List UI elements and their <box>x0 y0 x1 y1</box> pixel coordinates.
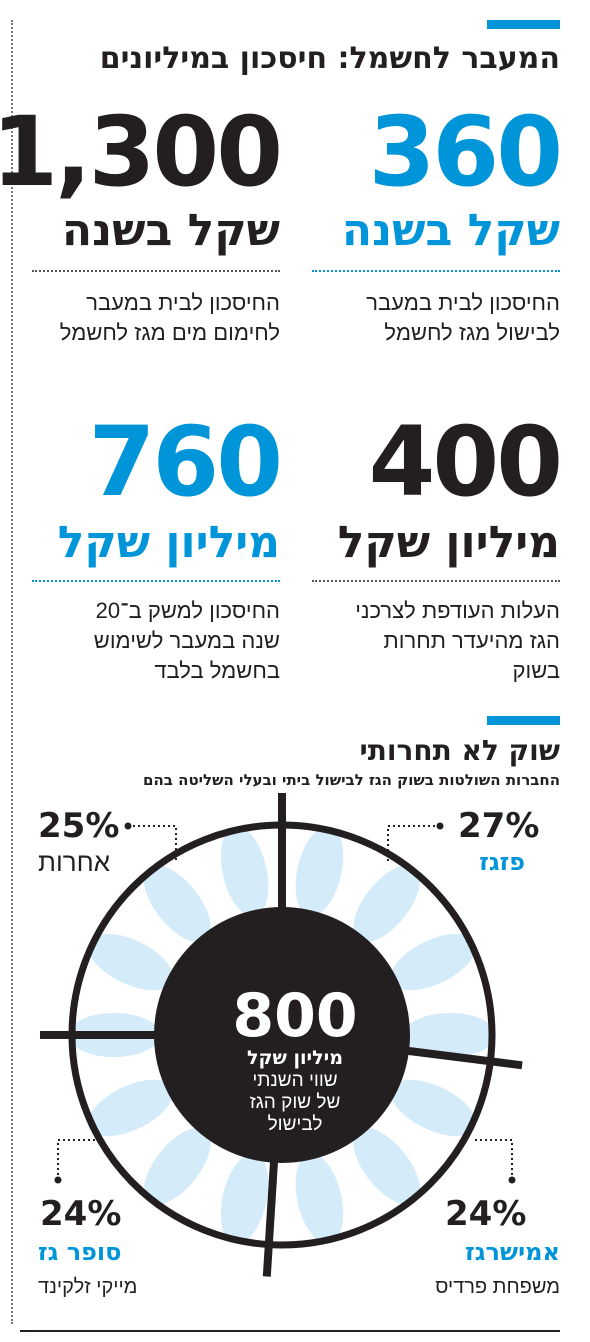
stat-excess-cost: 400 מיליון שקל העלות העודפת לצרכני הגז מ… <box>312 406 563 700</box>
center-caption-line: של שוק הגז <box>249 1092 341 1113</box>
slice-label-others: אחרות <box>38 847 111 877</box>
flame-petal <box>295 826 344 917</box>
stat-unit: שקל בשנה <box>61 205 280 256</box>
leader-line <box>128 825 177 862</box>
stat-divider <box>32 270 280 272</box>
leader-dot <box>436 822 444 830</box>
stat-desc-line: החיסכון לבית במעבר <box>86 290 280 315</box>
stat-desc-line: שנה במעבר לשימוש <box>93 628 280 653</box>
bottom-rule <box>20 1330 560 1332</box>
flame-petal <box>88 933 174 991</box>
slice-label-amisragaz: אמישרגז <box>465 1238 560 1266</box>
stat-desc-line: העלות העודפת לצרכני <box>355 598 560 623</box>
flame-petal <box>390 1079 476 1137</box>
header-accent-bar <box>487 20 560 29</box>
stat-divider <box>312 270 560 272</box>
leader-line <box>57 1139 96 1180</box>
stat-desc-line: בחשמל בלבד <box>154 658 280 683</box>
flame-petal <box>143 865 211 943</box>
stat-desc-line: בשוק <box>512 658 560 683</box>
market-subtitle: החברות השולטות בשוק הגז לבישול ביתי ובעל… <box>143 771 560 789</box>
slice-value-others: 25% <box>38 806 120 846</box>
center-caption-line: שווי השנתי <box>252 1070 338 1091</box>
stat-description: החיסכון למשק ב־20 שנה במעבר לשימוש בחשמל… <box>32 596 280 686</box>
flame-petal <box>404 1013 496 1057</box>
slice-divider <box>404 1046 523 1070</box>
stat-desc-line: החיסכון לבית במעבר <box>366 290 560 315</box>
leader-lines <box>54 822 516 1184</box>
slice-value-amisragaz: 24% <box>445 1194 527 1234</box>
leader-dot <box>54 1176 62 1184</box>
flame-petal <box>353 1127 421 1205</box>
leader-dot <box>508 1176 516 1184</box>
slice-value-pazgaz: 27% <box>458 806 540 846</box>
stat-divider <box>312 580 560 582</box>
stat-description: החיסכון לבית במעבר לחימום מים מגז לחשמל <box>32 288 280 348</box>
flame-petal <box>353 865 421 943</box>
market-accent-bar <box>487 716 560 725</box>
slice-dividers <box>40 793 523 1277</box>
stat-unit: מיליון שקל <box>57 517 280 568</box>
market-title: שוק לא תחרותי <box>359 734 560 767</box>
stat-unit: שקל בשנה <box>341 205 560 256</box>
flame-petal <box>295 1153 344 1244</box>
stat-value: 360 <box>368 96 563 208</box>
center-caption: שווי השנתי של שוק הגז לבישול <box>0 1070 590 1136</box>
stat-value: 1,300 <box>0 96 283 208</box>
stat-value: 760 <box>88 406 283 518</box>
stat-desc-line: הגז מהיעדר תחרות <box>383 628 560 653</box>
stat-economy-savings: 760 מיליון שקל החיסכון למשק ב־20 שנה במע… <box>32 406 283 700</box>
burner-center-disc <box>154 907 410 1163</box>
leader-line <box>474 1139 513 1180</box>
slice-owner-supergaz: מייקי זלקינד <box>38 1276 138 1298</box>
stat-divider <box>32 580 280 582</box>
stat-gas-cooking-savings: 360 שקל בשנה החיסכון לבית במעבר לבישול מ… <box>312 96 563 370</box>
slice-value-supergaz: 24% <box>40 1194 122 1234</box>
flame-petal <box>88 1079 174 1137</box>
center-caption-line: לבישול <box>267 1114 323 1135</box>
slice-owner-amisragaz: משפחת פרדיס <box>435 1276 560 1298</box>
page-title: המעבר לחשמל: חיסכון במיליונים <box>99 41 560 76</box>
flame-petals <box>68 826 496 1244</box>
left-dotted-rule <box>11 20 13 1324</box>
flame-petal <box>390 933 476 991</box>
stat-value: 400 <box>368 406 563 518</box>
center-total-value: 800 <box>232 981 358 1051</box>
stat-description: החיסכון לבית במעבר לבישול מגז לחשמל <box>312 288 560 348</box>
stat-desc-line: לבישול מגז לחשמל <box>384 320 560 345</box>
stat-water-heating-savings: 1,300 שקל בשנה החיסכון לבית במעבר לחימום… <box>0 100 283 370</box>
stat-desc-line: לחימום מים מגז לחשמל <box>59 320 280 345</box>
stat-unit: מיליון שקל <box>337 517 560 568</box>
leader-line <box>387 825 440 862</box>
flame-petal <box>143 1127 211 1205</box>
stat-description: העלות העודפת לצרכני הגז מהיעדר תחרות בשו… <box>312 596 560 686</box>
center-total-unit: מיליון שקל <box>247 1047 343 1069</box>
flame-petal <box>220 826 269 917</box>
flame-petal <box>220 1153 269 1244</box>
slice-divider <box>262 1158 279 1277</box>
slice-label-pazgaz: פזגז <box>479 848 525 876</box>
slice-label-supergaz: סופר גז <box>38 1238 122 1266</box>
stat-desc-line: החיסכון למשק ב־20 <box>95 598 280 623</box>
leader-dot <box>124 822 132 830</box>
